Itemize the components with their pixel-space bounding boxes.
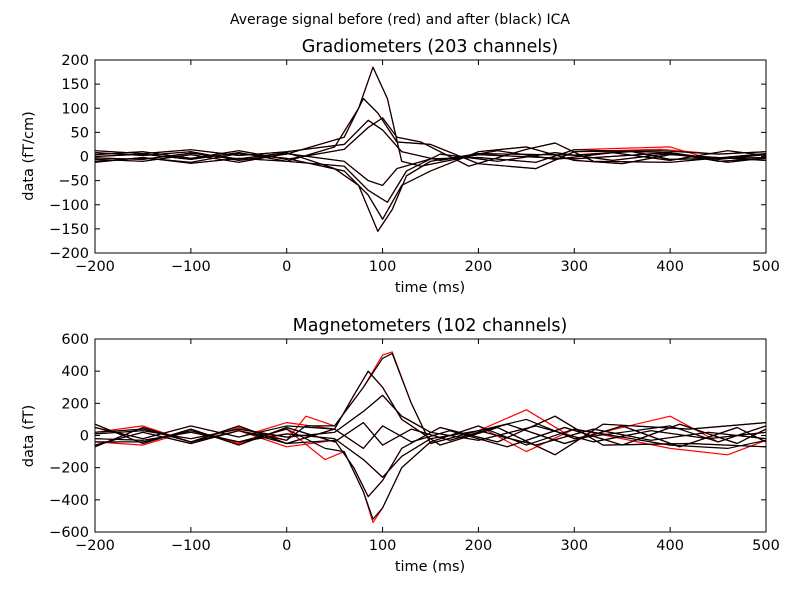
ytick-label: 200 [61, 53, 89, 69]
xtick-label: 500 [752, 538, 780, 554]
xtick-label: 100 [369, 259, 397, 275]
trace-after-13 [95, 149, 766, 186]
xtick-label: −200 [75, 538, 115, 554]
xtick-label: 200 [465, 259, 493, 275]
gradiometers-ticks: −200 −100 0 100 200 300 400 500 −200 −150 −100 −50 0… [49, 53, 780, 275]
trace-after-15 [95, 152, 766, 203]
ytick-label: −100 [49, 198, 89, 214]
xtick-label: 0 [282, 259, 291, 275]
ytick-label: 150 [61, 77, 89, 93]
figure-suptitle: Average signal before (red) and after (b… [230, 12, 570, 28]
ytick-label: −600 [49, 525, 89, 541]
ytick-label: −200 [49, 461, 89, 477]
gradiometers-traces [95, 66, 766, 232]
ytick-label: −50 [58, 174, 89, 190]
trace-after-9 [95, 151, 766, 232]
magnetometers-title: Magnetometers (102 channels) [293, 316, 568, 336]
ytick-label: 100 [61, 101, 89, 117]
ytick-label: 0 [80, 150, 89, 166]
gradiometers-xlabel: time (ms) [395, 280, 465, 296]
ytick-label: −200 [49, 246, 89, 262]
ytick-label: 200 [61, 396, 89, 412]
gradiometers-axes-frame [94, 59, 767, 254]
xtick-label: 200 [465, 538, 493, 554]
ytick-label: −400 [49, 493, 89, 509]
ytick-label: 0 [80, 429, 89, 445]
ytick-label: −150 [49, 222, 89, 238]
magnetometers-ticks: −200 −100 0 100 200 300 400 500 −600 −400 −200 0 200… [49, 332, 780, 554]
xtick-label: 400 [656, 538, 684, 554]
xtick-label: 100 [369, 538, 397, 554]
magnetometers-xlabel: time (ms) [395, 559, 465, 575]
trace-after-15 [95, 423, 766, 449]
trace-after-12 [95, 117, 766, 167]
xtick-label: 300 [560, 538, 588, 554]
xtick-label: 300 [560, 259, 588, 275]
xtick-label: −100 [171, 259, 211, 275]
xtick-label: 0 [282, 538, 291, 554]
magnetometers-ylabel: data (fT) [21, 405, 37, 468]
ytick-label: 400 [61, 364, 89, 380]
ytick-label: 50 [71, 125, 89, 141]
xtick-label: 500 [752, 259, 780, 275]
magnetometers-axes-frame [94, 338, 767, 533]
xtick-label: 400 [656, 259, 684, 275]
magnetometers-traces [95, 351, 766, 523]
magnetometers-panel: Magnetometers (102 channels) −200 −100 0 10… [21, 316, 780, 575]
gradiometers-title: Gradiometers (203 channels) [302, 37, 558, 57]
ytick-label: 600 [61, 332, 89, 348]
gradiometers-ylabel: data (fT/cm) [21, 111, 37, 201]
gradiometers-panel: Gradiometers (203 channels) −200 −100 0 100… [21, 37, 780, 296]
trace-after-14 [95, 422, 766, 448]
xtick-label: −200 [75, 259, 115, 275]
xtick-label: −100 [171, 538, 211, 554]
